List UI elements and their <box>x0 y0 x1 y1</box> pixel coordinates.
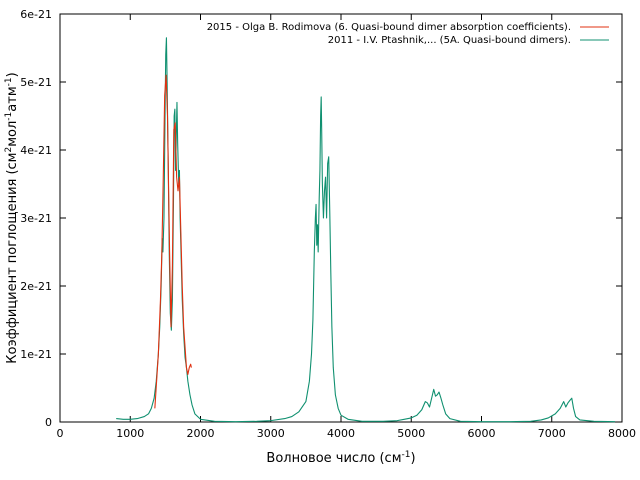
x-tick-label: 0 <box>57 427 64 440</box>
y-tick-label: 0 <box>45 416 52 429</box>
x-tick-label: 6000 <box>468 427 496 440</box>
y-tick-label: 4e-21 <box>20 144 52 157</box>
y-tick-label: 1e-21 <box>20 348 52 361</box>
y-tick-label: 6e-21 <box>20 8 52 21</box>
x-axis-ticks: 0 1000 2000 3000 4000 5000 6000 7000 8000 <box>57 14 636 440</box>
x-tick-label: 3000 <box>257 427 285 440</box>
x-tick-label: 1000 <box>116 427 144 440</box>
legend-label-2: 2011 - I.V. Ptashnik,... (5A. Quasi-boun… <box>328 35 571 46</box>
y-axis-label: Коэффициент поглощения (см2мол-1атм-1) <box>4 72 20 363</box>
x-tick-label: 4000 <box>327 427 355 440</box>
x-tick-label: 5000 <box>397 427 425 440</box>
x-tick-label: 2000 <box>187 427 215 440</box>
legend-label-1: 2015 - Olga B. Rodimova (6. Quasi-bound … <box>207 22 571 33</box>
y-tick-label: 2e-21 <box>20 280 52 293</box>
plot-frame <box>59 13 623 423</box>
series-line-1 <box>154 74 192 409</box>
x-tick-label: 7000 <box>538 427 566 440</box>
x-axis-label: Волновое число (см-1) <box>266 450 415 466</box>
y-tick-label: 5e-21 <box>20 76 52 89</box>
y-axis-ticks: 0 1e-21 2e-21 3e-21 4e-21 5e-21 6e-21 <box>20 8 622 429</box>
legend: 2015 - Olga B. Rodimova (6. Quasi-bound … <box>207 22 609 46</box>
x-tick-label: 8000 <box>608 427 636 440</box>
series-layer <box>116 37 615 423</box>
y-tick-label: 3e-21 <box>20 212 52 225</box>
